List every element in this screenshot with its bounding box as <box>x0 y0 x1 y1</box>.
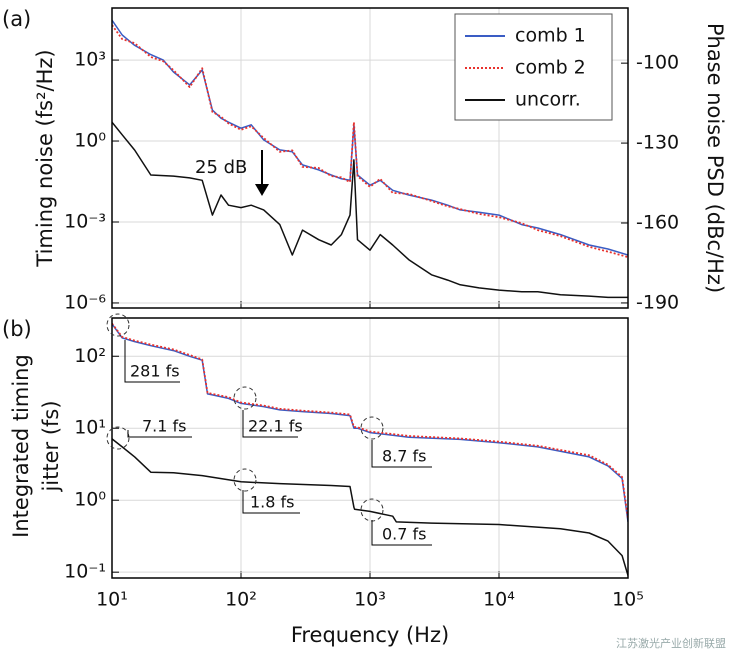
y-tick-label: 10⁻³ <box>64 210 106 232</box>
x-tick-label: 10⁴ <box>483 589 515 611</box>
annotation: 22.1 fs <box>248 417 303 436</box>
plot-frame <box>111 7 629 309</box>
highlight-circle <box>106 313 130 337</box>
x-axis-label: Frequency (Hz) <box>291 623 449 647</box>
y2-tick-label: -130 <box>636 132 679 154</box>
y-tick-label: 10⁻¹ <box>64 561 106 583</box>
leader-line <box>242 490 300 514</box>
annotation: 8.7 fs <box>382 447 427 466</box>
legend-label: uncorr. <box>515 89 581 111</box>
annotation: 7.1 fs <box>142 417 187 436</box>
y-tick-label: 10⁻⁶ <box>64 291 106 313</box>
series-line <box>112 121 628 299</box>
highlight-circle <box>233 468 257 492</box>
plot-frame <box>111 317 629 579</box>
panel-label: (a) <box>2 7 31 31</box>
plot-area <box>112 322 628 576</box>
arrow-head <box>255 184 269 196</box>
highlight-circle <box>233 386 257 410</box>
plot-area <box>112 19 628 299</box>
y-axis-label: Timing noise (fs²/Hz) <box>33 49 57 267</box>
y-tick-label: 10⁰ <box>74 489 106 511</box>
y-tick-label: 10³ <box>74 49 106 71</box>
leader-line <box>242 410 298 438</box>
series-line <box>112 24 628 258</box>
y2-tick-label: -190 <box>636 291 679 313</box>
highlight-circle <box>106 426 130 450</box>
x-tick-label: 10² <box>225 589 257 611</box>
y2-tick-label: -160 <box>636 212 679 234</box>
series-line <box>112 438 628 576</box>
leader-line <box>371 440 432 468</box>
leader-line <box>371 520 432 546</box>
leader-line <box>124 340 180 383</box>
panel-label: (b) <box>2 317 32 341</box>
x-tick-label: 10¹ <box>96 589 128 611</box>
legend-label: comb 2 <box>515 57 586 79</box>
annotation: 281 fs <box>130 362 180 381</box>
annotation: 1.8 fs <box>250 493 295 512</box>
y2-tick-label: -100 <box>636 52 679 74</box>
leader-line <box>127 430 192 438</box>
y-tick-label: 10⁰ <box>74 130 106 152</box>
x-tick-label: 10³ <box>354 589 386 611</box>
y-tick-label: 10² <box>74 345 106 367</box>
highlight-circle <box>360 416 384 440</box>
y-tick-label: 10¹ <box>74 417 106 439</box>
y2-axis-label: Phase noise PSD (dBc/Hz) <box>703 23 727 293</box>
legend-label: comb 1 <box>515 25 586 47</box>
y-axis-label: Integrated timing <box>9 354 33 538</box>
x-tick-label: 10⁵ <box>612 589 644 611</box>
series-line <box>112 322 628 520</box>
annotation: 0.7 fs <box>382 525 427 544</box>
watermark: 江苏激光产业创新联盟 <box>616 636 726 650</box>
annotation: 25 dB <box>195 157 247 178</box>
y-axis-label: jitter (fs) <box>39 400 63 492</box>
